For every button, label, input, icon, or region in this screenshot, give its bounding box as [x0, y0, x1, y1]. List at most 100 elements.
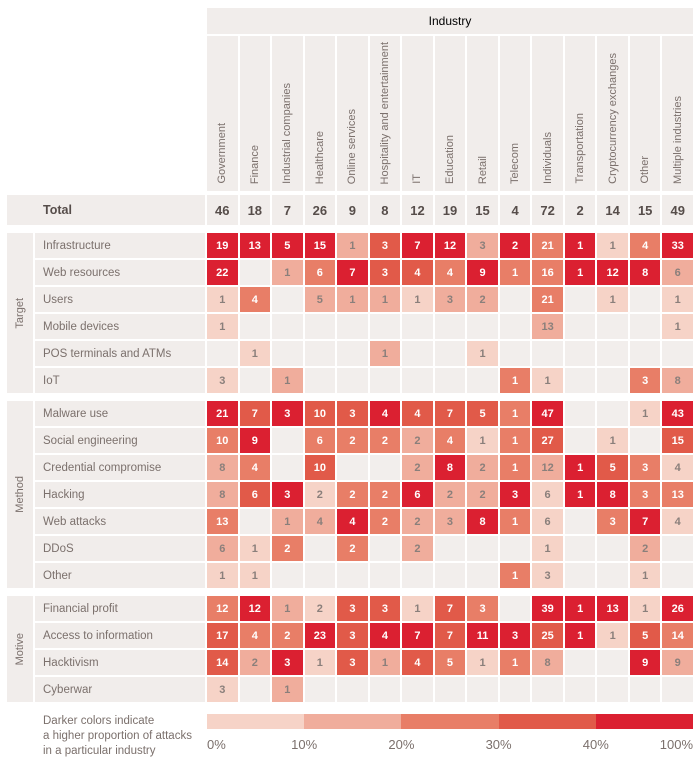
- heatmap-cell: [304, 341, 336, 366]
- heatmap-cell: 4: [239, 287, 271, 312]
- row-label: Credential compromise: [35, 455, 205, 480]
- heatmap-cell: [402, 677, 433, 702]
- total-cell: 9: [337, 195, 368, 225]
- column-header-label: Hospitality and entertainment: [378, 41, 391, 184]
- section-motive: Motive Financial profit 12 12 1 2 3 3 1 7 3 39 1 13 1 2…: [7, 596, 693, 702]
- heatmap-cell: [304, 677, 336, 702]
- heatmap-cell: [402, 341, 433, 366]
- row-label: Web resources: [35, 260, 205, 285]
- heatmap-cell: 4: [304, 509, 336, 534]
- column-header-label: Online services: [346, 108, 359, 184]
- heatmap-cell: 3: [369, 260, 401, 285]
- heatmap-cell: 4: [434, 428, 466, 453]
- heatmap-cell: 3: [532, 563, 563, 588]
- heatmap-cell: [597, 563, 628, 588]
- column-header: Finance: [239, 36, 271, 191]
- heatmap-cell: [369, 563, 401, 588]
- heatmap-cell: 27: [532, 428, 563, 453]
- heatmap-cell: [467, 536, 498, 561]
- heatmap-cell: 19: [207, 233, 238, 258]
- heatmap-cell: [239, 314, 271, 339]
- legend-caption: Darker colors indicate a higher proporti…: [7, 714, 205, 759]
- heatmap-cell: 9: [467, 260, 498, 285]
- heatmap-cell: [662, 536, 693, 561]
- heatmap-cell: 2: [369, 509, 401, 534]
- heatmap-cell: 2: [337, 536, 368, 561]
- heatmap-cell: 3: [467, 233, 498, 258]
- heatmap-cell: [402, 314, 433, 339]
- column-headers-row: Government Finance Industrial companies Hea…: [7, 36, 693, 191]
- column-header: Retail: [467, 36, 498, 191]
- heatmap-cell: 5: [272, 233, 303, 258]
- heatmap-cell: 4: [662, 455, 693, 480]
- heatmap-cell: [499, 287, 531, 312]
- heatmap-cell: 3: [629, 455, 661, 480]
- heatmap-cell: 2: [369, 482, 401, 507]
- heatmap-cell: 1: [564, 260, 596, 285]
- heatmap-cell: 3: [272, 401, 303, 426]
- heatmap-cell: 4: [337, 509, 368, 534]
- heatmap-cell: 3: [369, 596, 401, 621]
- row-label: POS terminals and ATMs: [35, 341, 205, 366]
- section-label-text: Method: [14, 476, 26, 513]
- heatmap-cell: [629, 428, 661, 453]
- heatmap-cell: [499, 596, 531, 621]
- heatmap-cell: [499, 536, 531, 561]
- heatmap-cell: 13: [662, 482, 693, 507]
- heatmap-cell: [434, 563, 466, 588]
- heatmap-cell: 3: [629, 482, 661, 507]
- heatmap-cell: [337, 677, 368, 702]
- heatmap-cell: [597, 341, 628, 366]
- legend-segment: [595, 714, 694, 729]
- heatmap-cell: 8: [207, 482, 238, 507]
- heatmap-cell: 4: [434, 260, 466, 285]
- column-header: Cryptocurrency exchanges: [597, 36, 628, 191]
- total-cell: 18: [239, 195, 271, 225]
- heatmap-cell: 21: [207, 401, 238, 426]
- total-cell: 26: [304, 195, 336, 225]
- heatmap-cell: 1: [207, 314, 238, 339]
- heatmap-cell: [564, 677, 596, 702]
- heatmap-cell: 1: [499, 650, 531, 675]
- heatmap-cell: 8: [207, 455, 238, 480]
- heatmap-cell: [337, 314, 368, 339]
- heatmap-cell: 2: [434, 482, 466, 507]
- column-header-label: Cryptocurrency exchanges: [606, 53, 619, 184]
- row-label: Hacktivism: [35, 650, 205, 675]
- heatmap-cell: 3: [434, 509, 466, 534]
- heatmap-cell: 1: [597, 428, 628, 453]
- heatmap-cell: 1: [272, 509, 303, 534]
- row-label: Cyberwar: [35, 677, 205, 702]
- section-label-text: Target: [14, 297, 26, 329]
- heatmap-cell: 6: [662, 260, 693, 285]
- heatmap-cell: [662, 341, 693, 366]
- legend-color-bar: [207, 714, 694, 729]
- heatmap-cell: 3: [337, 401, 368, 426]
- heatmap-cell: 15: [304, 233, 336, 258]
- total-cell: 15: [467, 195, 498, 225]
- heatmap-cell: [369, 368, 401, 393]
- heatmap-cell: 2: [402, 455, 433, 480]
- heatmap-cell: 11: [467, 623, 498, 648]
- heatmap-cell: 3: [207, 368, 238, 393]
- heatmap-cell: [499, 314, 531, 339]
- heatmap-cell: [467, 677, 498, 702]
- heatmap-cell: [467, 368, 498, 393]
- heatmap-cell: [564, 287, 596, 312]
- heatmap-cell: 1: [499, 260, 531, 285]
- heatmap-cell: 1: [272, 368, 303, 393]
- heatmap-cell: 15: [662, 428, 693, 453]
- heatmap-cell: 23: [304, 623, 336, 648]
- heatmap-cell: 1: [564, 482, 596, 507]
- heatmap-cell: 7: [239, 401, 271, 426]
- heatmap-cell: 5: [597, 455, 628, 480]
- legend-caption-line: in a particular industry: [43, 745, 156, 757]
- legend-segment: [498, 714, 596, 729]
- heatmap-cell: 1: [662, 314, 693, 339]
- heatmap-cell: 12: [597, 260, 628, 285]
- heatmap-cell: 3: [272, 650, 303, 675]
- heatmap-cell: 12: [532, 455, 563, 480]
- heatmap-cell: [272, 428, 303, 453]
- heatmap-cell: 1: [662, 287, 693, 312]
- heatmap-cell: 3: [499, 482, 531, 507]
